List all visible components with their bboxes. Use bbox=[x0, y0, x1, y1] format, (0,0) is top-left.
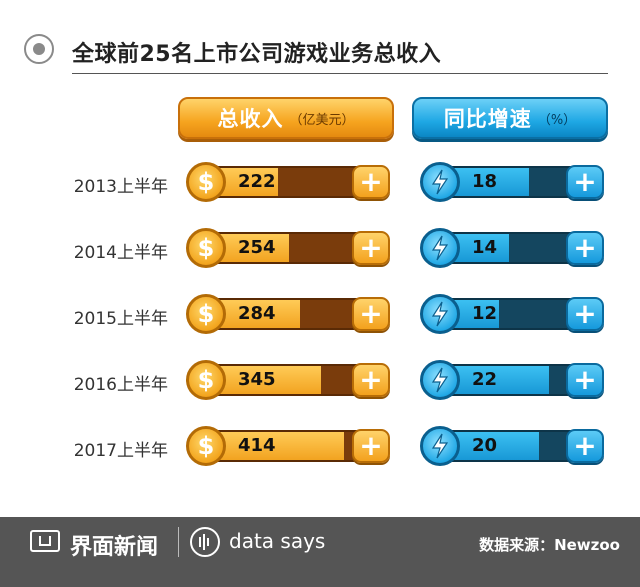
revenue-column-header: 总收入 （亿美元） bbox=[178, 97, 394, 139]
title-bullet-icon bbox=[24, 34, 54, 64]
dollar-coin-icon: $ bbox=[186, 162, 226, 202]
year-label: 2016上半年 bbox=[73, 375, 168, 395]
revenue-bar bbox=[200, 232, 376, 264]
year-label: 2014上半年 bbox=[73, 243, 168, 263]
footer-brand: 界面新闻 bbox=[70, 535, 159, 560]
plus-icon[interactable]: + bbox=[566, 363, 604, 397]
dollar-coin-icon: $ bbox=[186, 360, 226, 400]
brand-logo-icon bbox=[30, 530, 60, 552]
growth-header-label: 同比增速 bbox=[443, 107, 532, 131]
plus-icon[interactable]: + bbox=[352, 297, 390, 331]
page-title: 全球前25名上市公司游戏业务总收入 bbox=[72, 42, 442, 67]
lightning-coin-icon bbox=[420, 426, 460, 466]
revenue-header-unit: （亿美元） bbox=[289, 112, 355, 128]
revenue-value: 345 bbox=[238, 369, 276, 390]
growth-value: 20 bbox=[472, 435, 498, 456]
plus-icon[interactable]: + bbox=[566, 165, 604, 199]
lightning-coin-icon bbox=[420, 228, 460, 268]
plus-icon[interactable]: + bbox=[566, 231, 604, 265]
growth-value: 14 bbox=[472, 237, 498, 258]
revenue-bar bbox=[200, 166, 376, 198]
revenue-value: 254 bbox=[238, 237, 276, 258]
growth-header-unit: （%） bbox=[537, 112, 577, 128]
year-label: 2015上半年 bbox=[73, 309, 168, 329]
dollar-coin-icon: $ bbox=[186, 294, 226, 334]
lightning-coin-icon bbox=[420, 294, 460, 334]
revenue-value: 222 bbox=[238, 171, 276, 192]
revenue-value: 284 bbox=[238, 303, 276, 324]
plus-icon[interactable]: + bbox=[352, 231, 390, 265]
plus-icon[interactable]: + bbox=[352, 429, 390, 463]
year-label: 2017上半年 bbox=[73, 441, 168, 461]
plus-icon[interactable]: + bbox=[566, 297, 604, 331]
year-label: 2013上半年 bbox=[73, 177, 168, 197]
dollar-coin-icon: $ bbox=[186, 426, 226, 466]
growth-value: 18 bbox=[472, 171, 498, 192]
plus-icon[interactable]: + bbox=[566, 429, 604, 463]
growth-value: 22 bbox=[472, 369, 498, 390]
growth-value: 12 bbox=[472, 303, 498, 324]
footer-separator bbox=[178, 527, 179, 557]
plus-icon[interactable]: + bbox=[352, 165, 390, 199]
lightning-coin-icon bbox=[420, 360, 460, 400]
revenue-header-label: 总收入 bbox=[217, 107, 284, 131]
footer-tagline: data says bbox=[229, 529, 326, 553]
title-divider bbox=[72, 73, 608, 74]
data-says-logo-icon bbox=[190, 527, 220, 557]
plus-icon[interactable]: + bbox=[352, 363, 390, 397]
revenue-bar bbox=[200, 430, 376, 462]
lightning-coin-icon bbox=[420, 162, 460, 202]
footer-bar: 界面新闻 data says 数据来源：Newzoo bbox=[0, 517, 640, 587]
dollar-coin-icon: $ bbox=[186, 228, 226, 268]
revenue-bar bbox=[200, 364, 376, 396]
revenue-bar bbox=[200, 298, 376, 330]
growth-column-header: 同比增速 （%） bbox=[412, 97, 608, 139]
revenue-value: 414 bbox=[238, 435, 276, 456]
data-source: 数据来源：Newzoo bbox=[479, 536, 620, 554]
